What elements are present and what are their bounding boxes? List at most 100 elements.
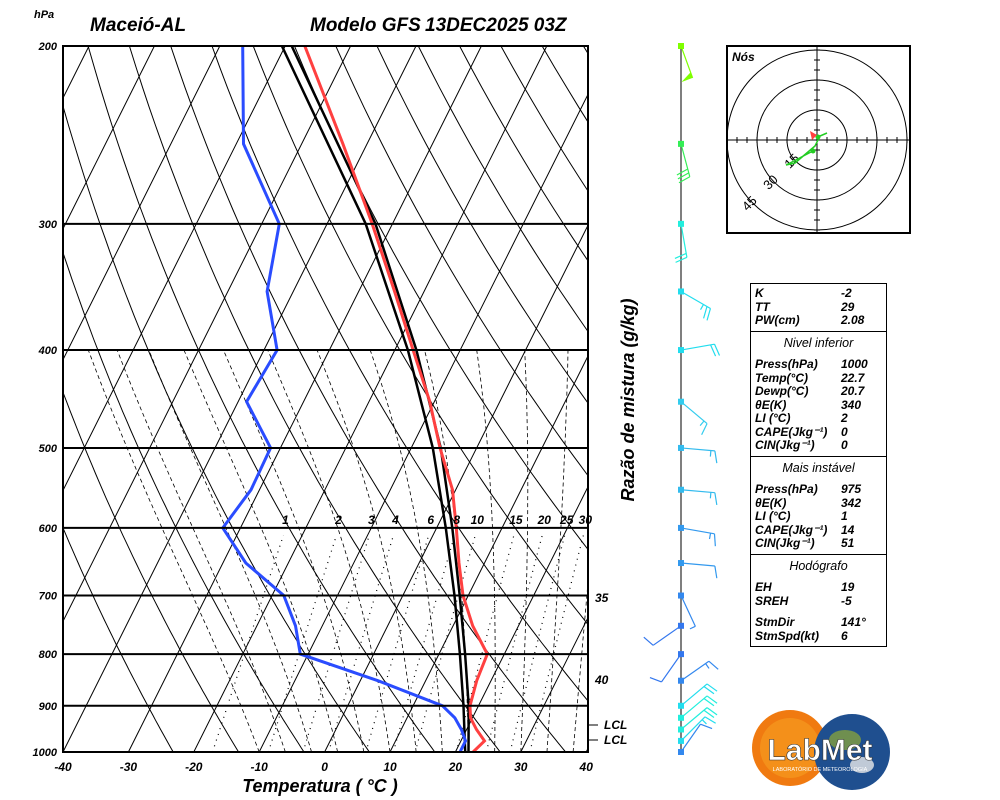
isotherm [258,93,588,752]
index-value: 340 [841,397,862,412]
barb-full [703,698,715,707]
barb-full [701,423,708,435]
barb-half [699,304,705,310]
barb-staff [680,716,706,742]
barb-full [677,172,690,180]
barb-full [700,723,713,730]
index-name: CAPE(Jkg⁻¹) [755,424,828,439]
index-name: EH [755,580,772,594]
index-value: 0 [841,424,848,439]
x-tick-label: 20 [448,760,463,774]
dry-adiabat [128,46,501,752]
wind-barb [678,398,708,435]
x-tick-label: -40 [54,760,72,774]
index-value: 14 [841,522,855,537]
index-value: 19 [841,580,855,594]
x-tick-label: -20 [185,760,203,774]
mixing-ratio-label: 8 [453,513,460,527]
section-title: Mais instável [782,460,855,475]
index-value: 51 [841,536,855,550]
barb-staff [680,290,711,310]
moist-adiabat [183,349,339,752]
index-row: TT 29 [755,300,882,315]
barb-staff [680,660,710,682]
lcl-label: LCL [604,718,627,732]
index-row: CAPE(Jkg⁻¹) 0 [755,424,882,440]
moist-adiabat [116,349,286,752]
wind-barb [678,524,716,547]
index-name: SREH [755,593,789,608]
mixing-ratio-label: 6 [427,513,434,527]
wind-barb [678,660,719,684]
index-row: CIN(Jkg⁻¹) 0 [755,438,882,453]
barb-staff [680,143,691,177]
isotherm [63,46,352,623]
dry-adiabat [417,46,588,333]
mixing-ratio-line [509,535,566,752]
mixing-ratio-label: 3 [368,513,375,527]
y-tick-label: 900 [39,701,58,713]
mixing-ratio-line [365,535,430,752]
isotherm [63,46,417,752]
wind-barb [678,716,716,744]
barb-staff [680,223,688,258]
index-value: -2 [841,286,852,300]
wind-barb [676,140,691,184]
index-row: K -2 [755,286,882,301]
wind-barb [678,486,718,506]
barb-full [714,450,718,464]
dry-adiabat [63,526,174,752]
index-row: CIN(Jkg⁻¹) 51 [755,536,882,551]
x-tick-label: 0 [321,760,328,774]
index-value: 342 [841,495,862,510]
wind-barb [678,288,712,321]
y-tick-label: 1000 [33,747,58,759]
mixing-ratio-label: 10 [471,513,485,527]
x-tick-label: -30 [120,760,138,774]
index-value: 22.7 [841,370,865,385]
barb-full [706,707,718,716]
barb-full [678,176,691,184]
index-name: K [755,286,764,300]
barb-staff [680,683,708,707]
parcel-surface-line [280,46,467,752]
index-row: PW(cm) 2.08 [755,313,882,328]
barb-full [676,168,689,176]
barb-full [643,636,654,646]
hodo-ring [786,109,848,171]
index-value: 6 [841,628,848,643]
index-name: Press(hPa) [755,357,818,371]
barb-half [709,450,712,457]
index-row: StmSpd(kt) 6 [755,628,882,644]
index-row: CAPE(Jkg⁻¹) 14 [755,522,882,538]
x-tick-label: 10 [383,760,397,774]
dry-adiabat [335,46,588,477]
barb-full [674,252,687,259]
svg-text:LABORATÓRIO DE METEOROLOGIA: LABORATÓRIO DE METEOROLOGIA [773,766,868,773]
index-name: Press(hPa) [755,482,818,496]
hodo-point [810,148,816,154]
barb-full [703,686,715,695]
barb-full [714,565,718,579]
y-tick-label: 800 [39,649,58,661]
wind-barb [678,723,713,755]
wind-barb [678,343,721,357]
wind-barb [678,444,718,464]
isotherm [63,46,286,492]
y-tick-label: 400 [38,345,58,357]
isotherm [520,616,588,752]
moist-adiabat [572,578,588,752]
isotherm [63,46,90,100]
barb-half [701,719,707,725]
index-value: 2.08 [841,313,865,327]
index-name: StmDir [755,615,795,629]
isotherm [63,46,155,230]
station-title: Maceió-AL [90,15,186,36]
index-row: LI (°C) 2 [755,411,882,426]
wind-barb [649,651,684,683]
y-tick-label: 500 [39,443,58,455]
index-value: 975 [841,482,862,496]
index-row: LI (°C) 1 [755,509,882,524]
